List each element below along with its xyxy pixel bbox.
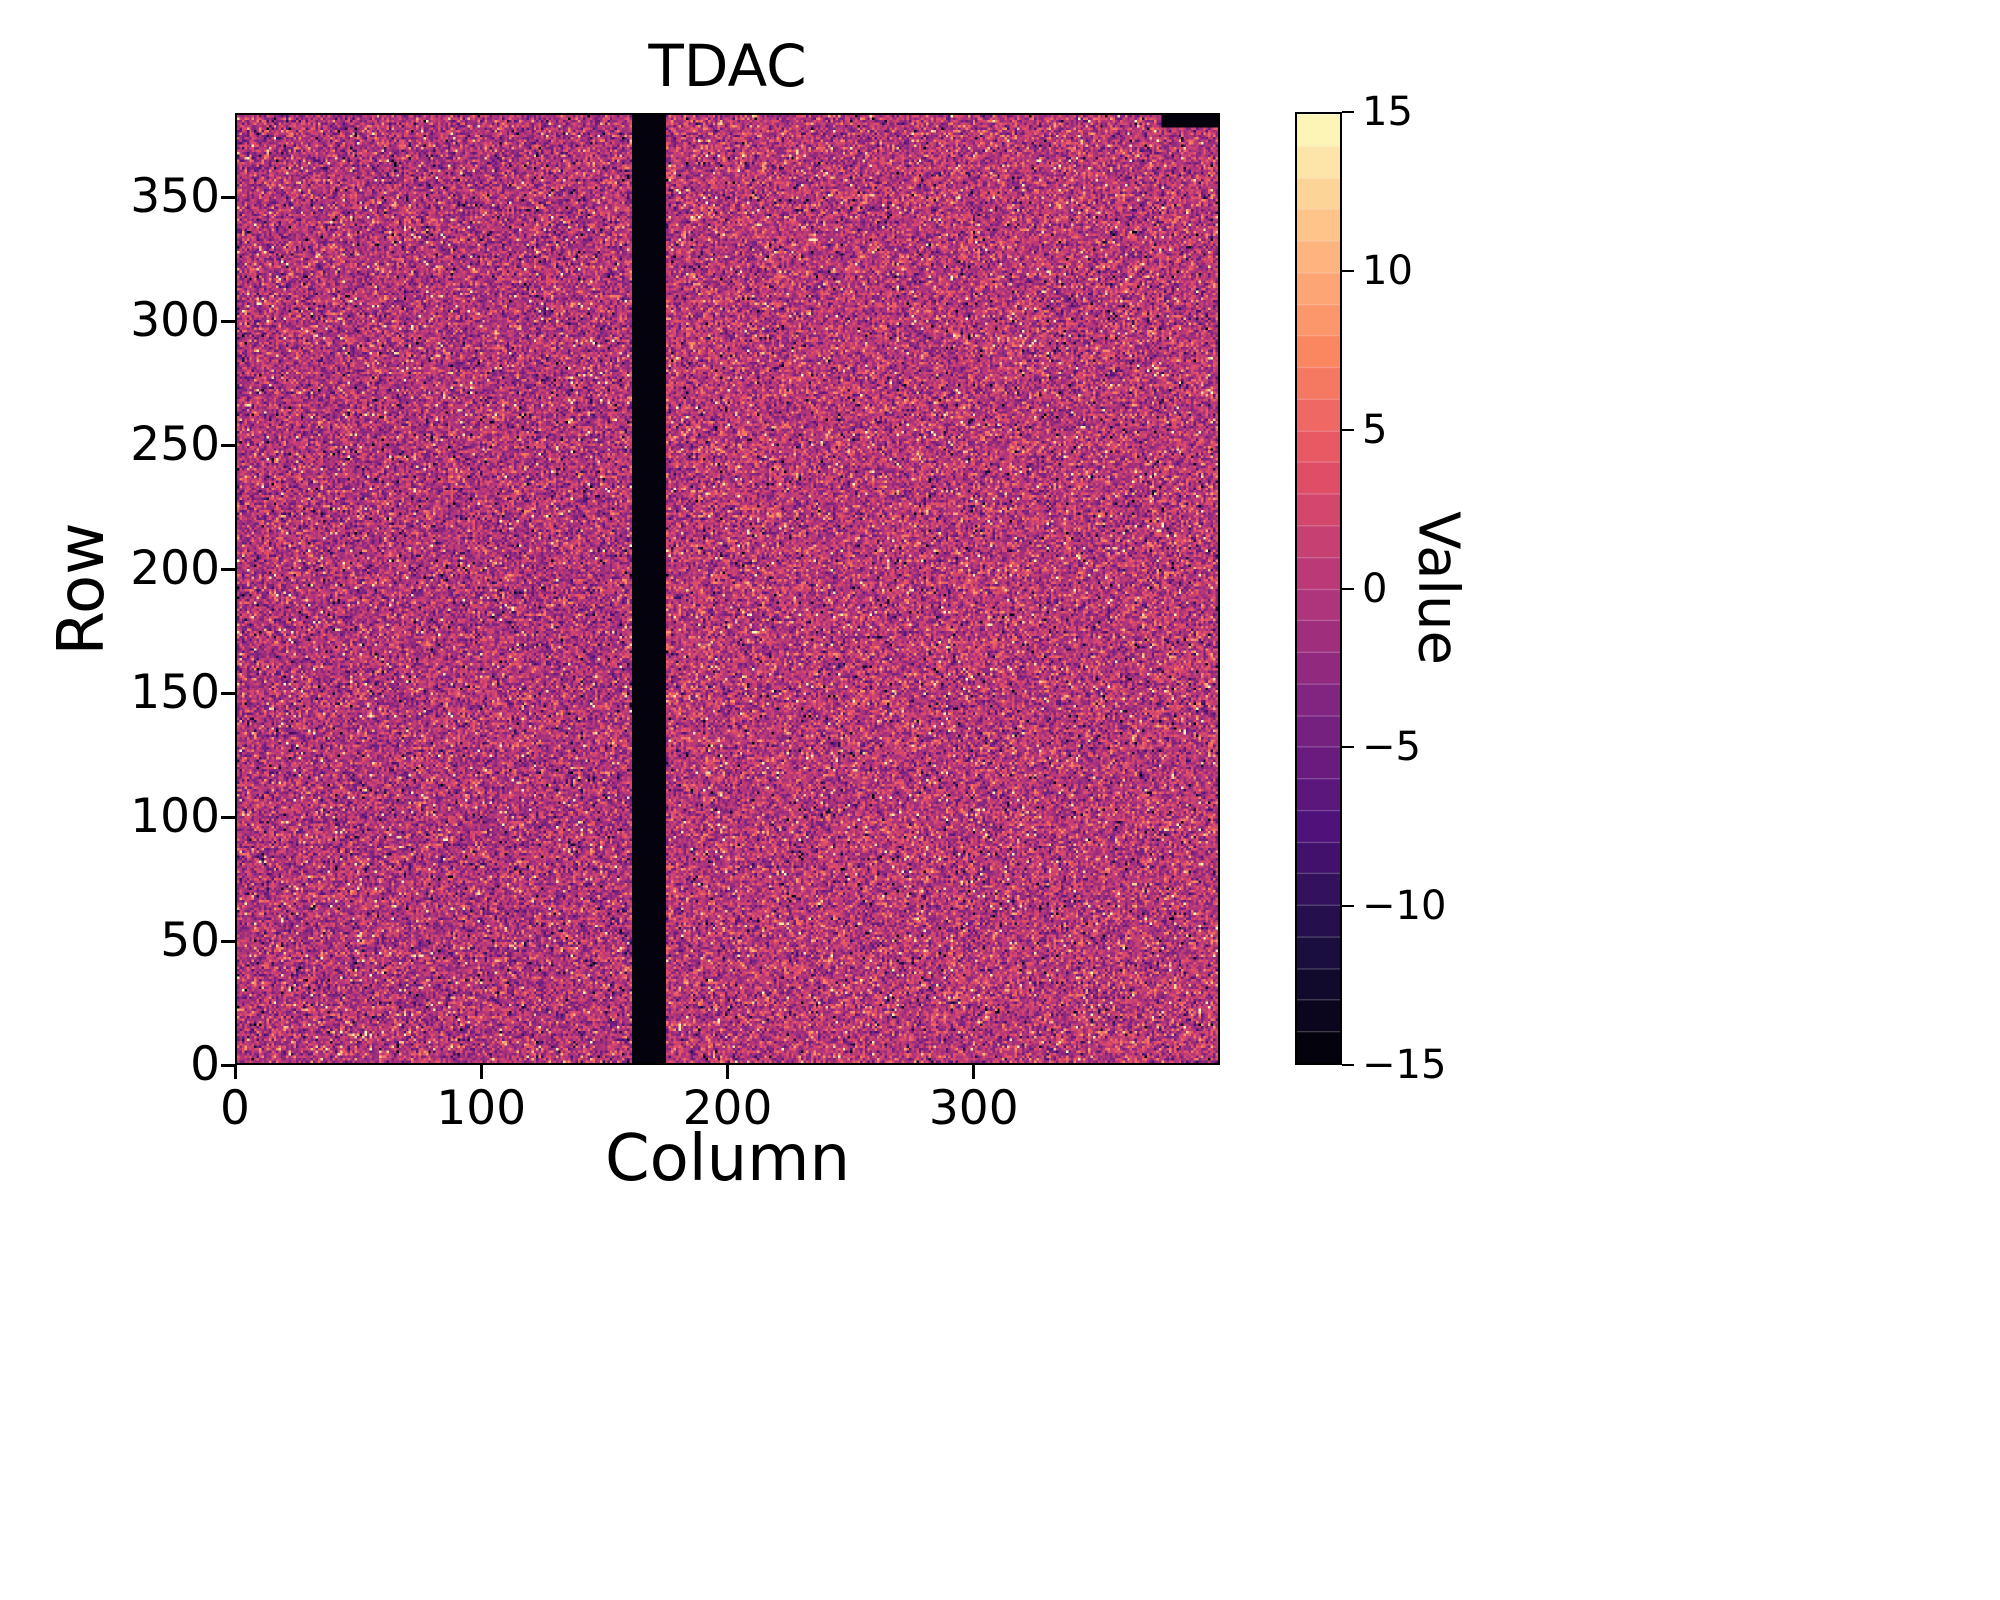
y-tick-label: 100 [130,789,220,845]
colorbar-tick-label: −10 [1362,883,1447,930]
colorbar-tick-mark [1342,111,1354,113]
y-tick-label: 300 [130,293,220,349]
y-tick-label: 150 [130,665,220,721]
colorbar-tick-label: 10 [1362,247,1413,294]
x-axis-label: Column [604,1122,851,1196]
colorbar-tick-label: 0 [1362,565,1388,612]
y-tick-mark [221,443,235,447]
y-tick-mark [221,691,235,695]
colorbar-tick-mark [1342,587,1354,590]
y-tick-mark [221,195,235,199]
heatmap-plot-area [235,113,1220,1065]
colorbar [1295,112,1342,1065]
y-tick-label: 50 [160,913,220,969]
y-tick-mark [221,939,235,943]
colorbar-tick-mark [1342,1064,1354,1066]
y-tick-mark [221,1063,235,1067]
colorbar-tick-label: −15 [1362,1042,1447,1088]
y-tick-label: 0 [190,1037,220,1092]
colorbar-tick-label: 15 [1362,89,1413,135]
y-tick-label: 350 [130,169,220,225]
colorbar-tick-label: 5 [1362,406,1388,453]
x-tick-label: 300 [928,1081,1019,1136]
colorbar-tick-mark [1342,428,1354,431]
x-tick-label: 200 [682,1081,773,1136]
x-tick-mark [233,1065,237,1079]
x-tick-mark [972,1065,976,1079]
chart-title: TDAC [648,32,807,100]
y-tick-label: 200 [130,541,220,597]
colorbar-tick-mark [1342,905,1354,908]
x-tick-mark [726,1065,729,1079]
y-tick-mark [221,319,235,323]
colorbar-tick-mark [1342,746,1354,749]
y-tick-label: 250 [130,417,220,473]
x-tick-label: 0 [220,1081,250,1136]
y-tick-mark [221,567,235,571]
x-tick-label: 100 [436,1081,527,1136]
heatmap-canvas [237,115,1218,1063]
colorbar-tick-mark [1342,269,1354,272]
x-tick-mark [479,1065,483,1079]
y-tick-mark [221,815,235,819]
colorbar-tick-label: −5 [1362,724,1421,771]
colorbar-canvas [1297,114,1340,1063]
